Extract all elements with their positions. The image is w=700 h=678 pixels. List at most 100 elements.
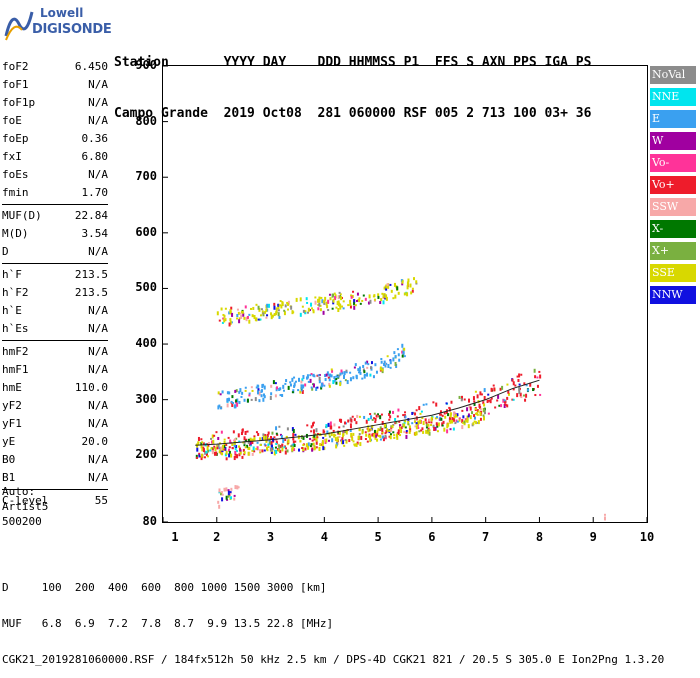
echo-point bbox=[447, 422, 450, 427]
echo-point bbox=[403, 423, 406, 428]
echo-point bbox=[439, 410, 442, 414]
echo-point bbox=[313, 434, 316, 438]
param-name: MUF(D) bbox=[2, 209, 42, 222]
echo-point bbox=[476, 394, 479, 399]
echo-point bbox=[401, 343, 404, 348]
y-tick-label: 800 bbox=[135, 113, 157, 128]
echo-point bbox=[352, 440, 355, 443]
echo-point bbox=[227, 489, 230, 492]
param-value: 20.0 bbox=[81, 435, 109, 448]
echo-point bbox=[309, 378, 312, 383]
echo-point bbox=[318, 296, 321, 299]
echo-point bbox=[274, 449, 277, 453]
echo-point bbox=[240, 314, 243, 319]
echo-point bbox=[287, 385, 290, 390]
echo-point bbox=[297, 389, 300, 392]
echo-point bbox=[229, 309, 232, 314]
echo-point bbox=[301, 305, 304, 308]
echo-point bbox=[442, 420, 445, 424]
echo-point bbox=[239, 388, 242, 393]
echo-point bbox=[449, 419, 452, 424]
legend-item-x: X- bbox=[650, 220, 696, 238]
echo-point bbox=[443, 427, 446, 432]
echo-point bbox=[393, 282, 396, 287]
echo-point bbox=[350, 294, 353, 297]
echo-point bbox=[287, 439, 290, 444]
echo-point bbox=[311, 448, 314, 452]
header-labels: Station YYYY DAY DDD HHMMSS P1 FFS S AXN… bbox=[114, 55, 592, 70]
echo-point bbox=[454, 422, 457, 425]
echo-point bbox=[388, 418, 391, 421]
echo-point bbox=[293, 382, 296, 387]
echo-point bbox=[373, 431, 376, 435]
legend-item-nne: NNE bbox=[650, 88, 696, 106]
echo-point bbox=[358, 433, 361, 436]
echo-point bbox=[603, 516, 606, 521]
echo-point bbox=[258, 399, 261, 403]
echo-point bbox=[432, 424, 435, 428]
param-divider bbox=[2, 489, 108, 490]
echo-point bbox=[265, 435, 268, 440]
echo-point bbox=[316, 374, 319, 377]
echo-point bbox=[310, 425, 313, 429]
echo-point bbox=[414, 417, 417, 421]
echo-point bbox=[245, 317, 248, 322]
echo-point bbox=[283, 309, 286, 312]
echo-point bbox=[504, 403, 507, 406]
param-value: 213.5 bbox=[74, 268, 108, 281]
echo-point bbox=[362, 368, 365, 372]
echo-point bbox=[278, 425, 281, 428]
echo-point bbox=[367, 417, 370, 421]
echo-point bbox=[236, 402, 239, 407]
echo-point bbox=[355, 421, 358, 425]
y-tick-label: 400 bbox=[135, 336, 157, 351]
echo-point bbox=[473, 420, 476, 423]
echo-point bbox=[306, 301, 309, 304]
echo-point bbox=[230, 321, 233, 324]
echo-point bbox=[327, 309, 330, 312]
echo-point bbox=[347, 304, 350, 307]
echo-point bbox=[253, 450, 256, 453]
echo-point bbox=[325, 438, 328, 443]
legend-item-sse: SSE bbox=[650, 264, 696, 282]
echo-point bbox=[475, 421, 478, 425]
echo-point bbox=[445, 409, 448, 412]
echo-point bbox=[287, 300, 290, 305]
echo-point bbox=[371, 424, 374, 428]
echo-point bbox=[213, 451, 216, 456]
legend-item-nnw: NNW bbox=[650, 286, 696, 304]
echo-point bbox=[234, 450, 237, 454]
echo-point bbox=[247, 446, 250, 450]
echo-point bbox=[401, 282, 404, 286]
echo-point bbox=[234, 455, 237, 458]
echo-point bbox=[519, 392, 522, 397]
echo-point bbox=[201, 453, 204, 458]
echo-point bbox=[382, 300, 385, 305]
echo-point bbox=[449, 414, 452, 418]
echo-point bbox=[297, 377, 300, 382]
echo-point bbox=[295, 297, 298, 302]
echo-point bbox=[264, 310, 267, 314]
auto-program: Artist5 bbox=[2, 500, 49, 513]
echo-point bbox=[366, 366, 369, 369]
echo-point bbox=[330, 425, 333, 430]
echo-point bbox=[224, 318, 227, 322]
echo-point bbox=[277, 305, 280, 310]
echo-point bbox=[482, 401, 485, 405]
echo-point bbox=[532, 388, 535, 392]
header-values: Campo Grande 2019 Oct08 281 060000 RSF 0… bbox=[114, 106, 592, 121]
echo-point bbox=[275, 442, 278, 445]
echo-point bbox=[266, 303, 269, 308]
echo-point bbox=[228, 311, 231, 315]
echo-point bbox=[291, 391, 294, 394]
echo-point bbox=[277, 312, 280, 317]
echo-point bbox=[425, 429, 428, 434]
echo-point bbox=[338, 418, 341, 422]
echo-point bbox=[374, 363, 377, 367]
echo-point bbox=[507, 390, 510, 394]
echo-point bbox=[479, 408, 482, 411]
footer-file-info: CGK21_2019281060000.RSF / 184fx512h 50 k… bbox=[2, 653, 665, 666]
echo-point bbox=[376, 438, 379, 442]
echo-point bbox=[283, 311, 286, 316]
echo-point bbox=[407, 278, 410, 283]
